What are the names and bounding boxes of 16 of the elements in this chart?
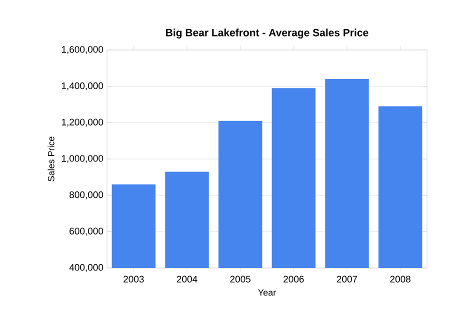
y-tick-label: 400,000 bbox=[69, 264, 104, 272]
y-tick-label: 600,000 bbox=[70, 228, 104, 236]
x-tick-label: 2007 bbox=[336, 276, 358, 283]
y-tick-label: 1,600,000 bbox=[62, 46, 104, 54]
x-tick-label: 2005 bbox=[230, 276, 251, 283]
y-tick-label: 1,200,000 bbox=[62, 118, 104, 127]
x-tick-label: 2004 bbox=[176, 276, 198, 283]
y-axis-title: Sales Price bbox=[48, 136, 54, 182]
x-tick-label: 2003 bbox=[124, 276, 144, 283]
x-tick-label: 2008 bbox=[390, 276, 410, 283]
y-tick-label: 1,000,000 bbox=[62, 155, 104, 163]
y-tick-label: 800,000 bbox=[70, 191, 104, 200]
chart-title: Big Bear Lakefront - Average Sales Price bbox=[166, 28, 368, 38]
x-axis-title: Year bbox=[258, 289, 276, 296]
y-tick-label: 1,400,000 bbox=[62, 82, 104, 90]
x-tick-label: 2006 bbox=[284, 276, 304, 283]
